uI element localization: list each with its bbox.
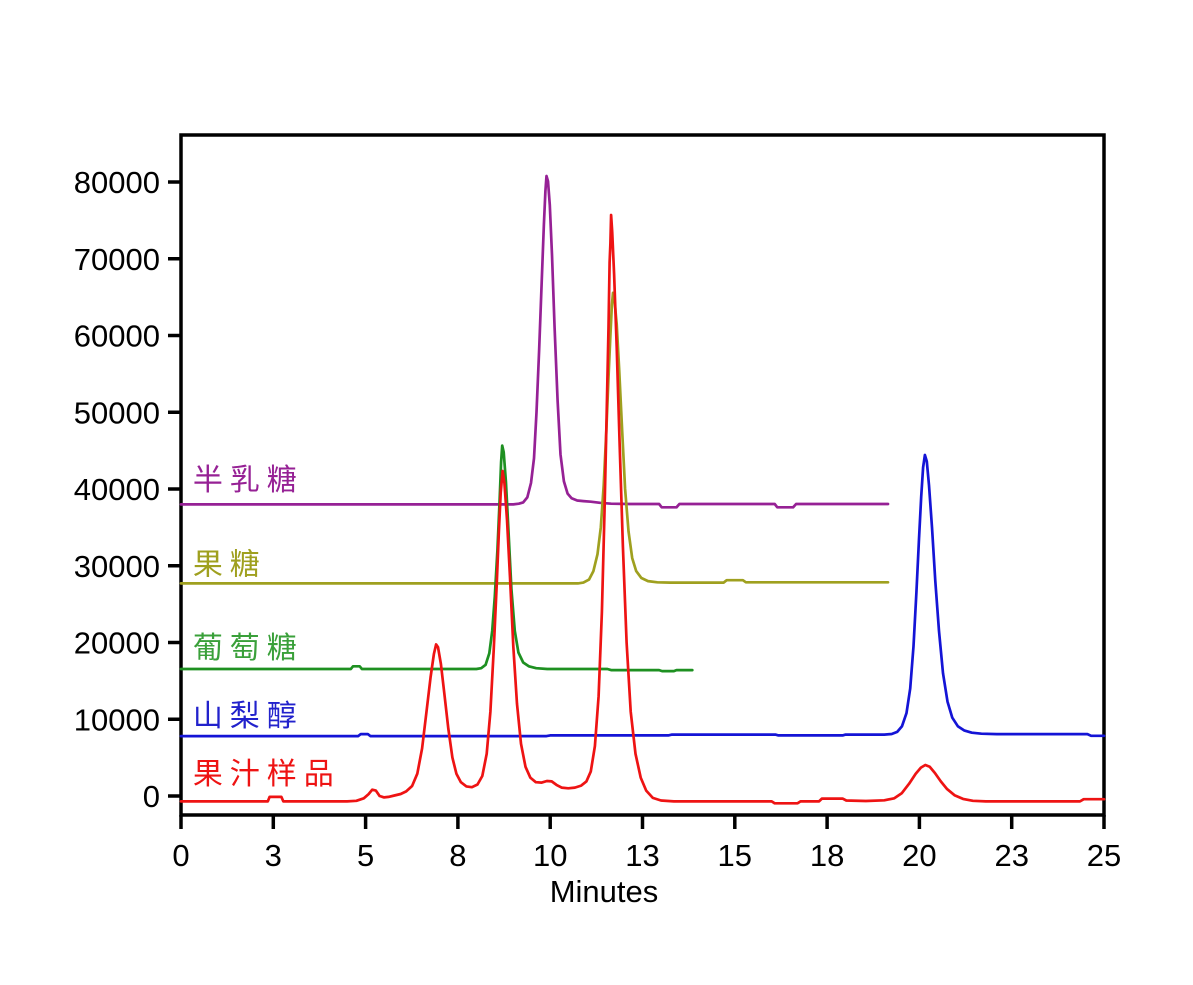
- x-tick-label: 8: [449, 838, 466, 873]
- trace-juice-sample: [179, 213, 1106, 805]
- x-tick-label: 23: [994, 838, 1028, 873]
- series-label-galactose: 半乳糖: [193, 464, 304, 497]
- x-tick-label: 0: [172, 838, 189, 873]
- y-tick-label: 40000: [74, 472, 160, 507]
- y-tick-label: 0: [143, 779, 160, 814]
- series-label-fructose: 果糖: [193, 548, 267, 581]
- y-tick-label: 20000: [74, 626, 160, 661]
- plot-border: [179, 133, 1106, 817]
- y-tick-label: 10000: [74, 702, 160, 737]
- series-label-glucose: 葡萄糖: [193, 632, 304, 665]
- y-tick-label: 50000: [74, 395, 160, 430]
- x-axis-title: Minutes: [550, 874, 659, 909]
- x-tick-label: 10: [533, 838, 567, 873]
- series-label-juice-sample: 果汁样品: [193, 758, 341, 791]
- y-tick-label: 60000: [74, 319, 160, 354]
- y-tick-label: 30000: [74, 549, 160, 584]
- trace-galactose: [179, 174, 890, 509]
- series-label-sorbitol: 山梨醇: [193, 700, 304, 733]
- x-tick-label: 25: [1087, 838, 1121, 873]
- x-tick-label: 3: [265, 838, 282, 873]
- x-tick-label: 18: [810, 838, 844, 873]
- y-tick-label: 80000: [74, 165, 160, 200]
- x-tick-label: 5: [357, 838, 374, 873]
- x-tick-label: 20: [902, 838, 936, 873]
- x-tick-label: 15: [718, 838, 752, 873]
- trace-glucose: [179, 444, 694, 673]
- trace-sorbitol: [179, 453, 1106, 738]
- y-tick-label: 70000: [74, 242, 160, 277]
- x-tick-label: 13: [625, 838, 659, 873]
